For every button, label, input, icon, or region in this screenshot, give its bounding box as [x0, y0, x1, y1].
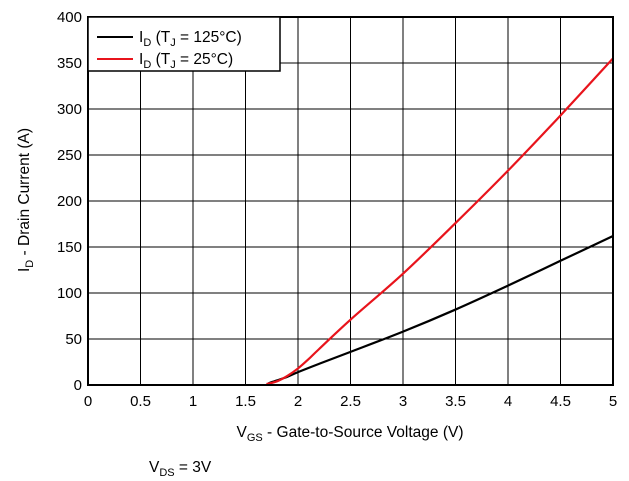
y-tick-label: 0 [74, 377, 82, 394]
x-tick-label: 4.5 [550, 393, 571, 410]
x-tick-label: 1 [189, 393, 197, 410]
y-tick-label: 150 [57, 239, 82, 256]
x-tick-label: 3 [399, 393, 407, 410]
y-tick-label: 400 [57, 9, 82, 26]
x-tick-label: 0 [84, 393, 92, 410]
y-tick-label: 50 [65, 331, 82, 348]
x-tick-labels: 0 0.5 1 1.5 2 2.5 3 3.5 4 4.5 5 [84, 393, 617, 410]
x-tick-label: 5 [609, 393, 617, 410]
x-tick-label: 4 [504, 393, 512, 410]
y-tick-label: 350 [57, 55, 82, 72]
legend-box [87, 16, 281, 72]
y-axis-label: ID - Drain Current (A) [16, 128, 36, 272]
x-tick-label: 2 [294, 393, 302, 410]
grid-lines [88, 17, 613, 385]
x-tick-label: 3.5 [445, 393, 466, 410]
series-line-125c [268, 234, 614, 385]
x-axis-label: VGS - Gate-to-Source Voltage (V) [237, 424, 464, 444]
plot-frame [87, 16, 614, 386]
y-tick-label: 100 [57, 285, 82, 302]
legend-label-25c: ID (TJ = 25°C) [139, 51, 233, 71]
y-tick-labels: 0 50 100 150 200 250 300 350 400 [57, 9, 82, 394]
y-tick-label: 250 [57, 147, 82, 164]
x-tick-label: 0.5 [130, 393, 151, 410]
legend: ID (TJ = 125°C) ID (TJ = 25°C) [87, 16, 281, 72]
x-tick-label: 1.5 [235, 393, 256, 410]
legend-label-125c: ID (TJ = 125°C) [139, 29, 242, 49]
series-line-25c [266, 57, 614, 386]
series-layer [266, 57, 614, 386]
y-tick-label: 300 [57, 101, 82, 118]
footnote-vds: VDS = 3V [149, 459, 212, 479]
y-tick-label: 200 [57, 193, 82, 210]
x-tick-label: 2.5 [340, 393, 361, 410]
